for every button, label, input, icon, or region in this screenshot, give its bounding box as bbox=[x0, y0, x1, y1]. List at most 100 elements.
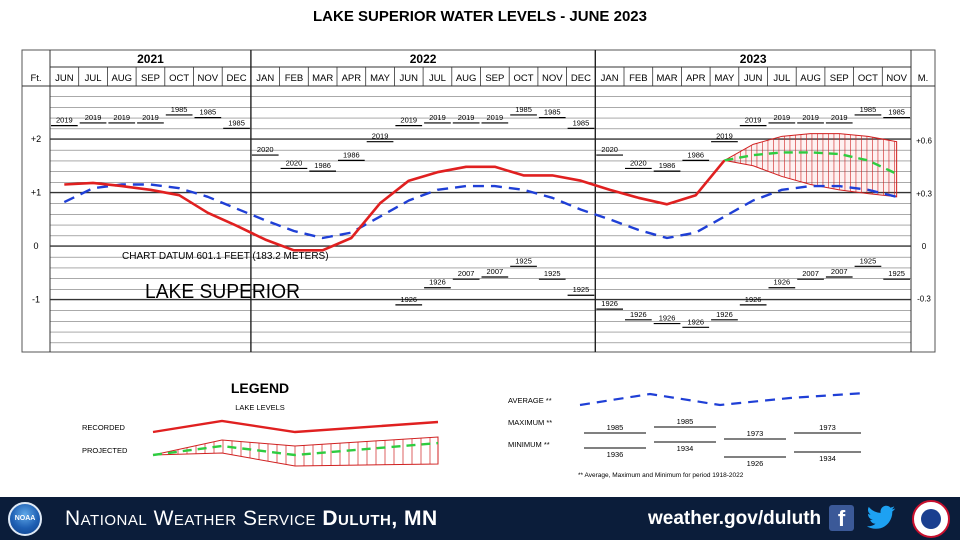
legend-recorded-label: RECORDED bbox=[82, 423, 126, 432]
month-label: JUL bbox=[429, 73, 446, 84]
series-recorded-line bbox=[64, 159, 726, 252]
left-axis-label: Ft. bbox=[30, 73, 41, 84]
month-label: MAR bbox=[312, 73, 333, 84]
month-label: OCT bbox=[514, 73, 534, 84]
maximum-year-label: 2019 bbox=[716, 132, 733, 141]
month-label: NOV bbox=[542, 73, 563, 84]
legend-projected-band bbox=[152, 436, 439, 467]
legend: LEGEND LAKE LEVELS RECORDED PROJECTED AVERAG… bbox=[82, 380, 866, 479]
maximum-year-label: 1986 bbox=[659, 161, 676, 170]
month-label: FEB bbox=[285, 73, 303, 84]
left-tick-label: +1 bbox=[31, 188, 41, 198]
legend-title: LEGEND bbox=[231, 380, 289, 396]
projection-band bbox=[722, 133, 898, 198]
month-label: APR bbox=[342, 73, 362, 84]
month-label: MAR bbox=[656, 73, 677, 84]
maximum-year-label: 2019 bbox=[458, 113, 475, 122]
series-lines bbox=[63, 151, 898, 252]
legend-maximum-label: MAXIMUM ** bbox=[508, 418, 552, 427]
year-label: 2023 bbox=[740, 52, 767, 66]
maximum-year-label: 2020 bbox=[257, 145, 274, 154]
minimum-year-label: 1926 bbox=[774, 278, 791, 287]
maximum-year-label: 2019 bbox=[831, 113, 848, 122]
chart-grid bbox=[21, 49, 936, 353]
legend-average-label: AVERAGE ** bbox=[508, 396, 552, 405]
right-axis-label: M. bbox=[918, 73, 929, 84]
year-label: 2022 bbox=[410, 52, 437, 66]
left-tick-label: +2 bbox=[31, 134, 41, 144]
month-label: AUG bbox=[111, 73, 132, 84]
month-label: SEP bbox=[830, 73, 849, 84]
minimum-year-label: 1926 bbox=[630, 310, 647, 319]
right-tick-label: +0.6 bbox=[916, 137, 932, 146]
maximum-year-label: 2020 bbox=[601, 145, 618, 154]
maximum-year-label: 1985 bbox=[860, 105, 877, 114]
maximum-year-label: 2019 bbox=[400, 116, 417, 125]
legend-maximum-year: 1985 bbox=[607, 423, 624, 432]
minimum-year-label: 1926 bbox=[716, 310, 733, 319]
twitter-icon[interactable] bbox=[866, 505, 896, 531]
maximum-year-label: 1986 bbox=[343, 150, 360, 159]
legend-recorded-line bbox=[152, 419, 439, 434]
maximum-year-label: 2019 bbox=[56, 116, 73, 125]
month-label: MAY bbox=[715, 73, 736, 84]
month-label: DEC bbox=[227, 73, 247, 84]
minimum-year-label: 1926 bbox=[601, 299, 618, 308]
website-link[interactable]: weather.gov/duluth bbox=[648, 508, 822, 529]
maximum-year-label: 1985 bbox=[888, 108, 905, 117]
month-label: FEB bbox=[629, 73, 647, 84]
legend-maximum-year: 1973 bbox=[819, 423, 836, 432]
noaa-logo-text: NOAA bbox=[14, 515, 36, 522]
month-label: JAN bbox=[601, 73, 619, 84]
projection-band-area bbox=[722, 133, 898, 198]
legend-minimum-year: 1936 bbox=[607, 450, 624, 459]
minimum-year-label: 1925 bbox=[860, 256, 877, 265]
maximum-year-label: 1986 bbox=[687, 150, 704, 159]
noaa-logo: NOAA bbox=[8, 502, 42, 536]
maximum-year-label: 2019 bbox=[802, 113, 819, 122]
maximum-year-label: 2019 bbox=[372, 132, 389, 141]
month-label: MAY bbox=[370, 73, 391, 84]
month-label: AUG bbox=[800, 73, 821, 84]
month-label: APR bbox=[686, 73, 706, 84]
minimum-year-label: 1926 bbox=[687, 317, 704, 326]
maximum-year-label: 1985 bbox=[200, 108, 217, 117]
maximum-year-label: 2019 bbox=[745, 116, 762, 125]
office-name: National Weather Service Duluth, MN bbox=[65, 507, 438, 531]
maximum-year-label: 2020 bbox=[630, 158, 647, 167]
maximum-year-label: 1985 bbox=[171, 105, 188, 114]
minimum-year-label: 1925 bbox=[515, 256, 532, 265]
minimum-year-label: 2007 bbox=[802, 269, 819, 278]
minimum-year-label: 1926 bbox=[429, 278, 446, 287]
month-label: NOV bbox=[886, 73, 907, 84]
month-label: JUL bbox=[85, 73, 102, 84]
minimum-year-label: 1925 bbox=[544, 269, 561, 278]
minimum-year-label: 1925 bbox=[573, 285, 590, 294]
month-label: AUG bbox=[456, 73, 477, 84]
minimum-year-label: 1926 bbox=[400, 295, 417, 304]
right-tick-label: 0 bbox=[922, 242, 927, 251]
year-label: 2021 bbox=[137, 52, 164, 66]
footer-bar: NOAA National Weather Service Duluth, MN… bbox=[0, 497, 960, 540]
legend-minimum-year: 1934 bbox=[819, 454, 836, 463]
minimum-year-label: 1925 bbox=[888, 269, 905, 278]
maximum-year-label: 2019 bbox=[113, 113, 130, 122]
month-label: JUN bbox=[55, 73, 74, 84]
legend-maximum-year: 1973 bbox=[747, 429, 764, 438]
month-label: JUN bbox=[400, 73, 419, 84]
left-tick-label: -1 bbox=[32, 295, 40, 305]
chart-datum-label: CHART DATUM 601.1 FEET (183.2 METERS) bbox=[122, 251, 329, 262]
month-label: SEP bbox=[141, 73, 160, 84]
legend-minimum-year: 1926 bbox=[747, 459, 764, 468]
water-level-chart: 2019 2019 2019 2019 1985 1985 1985 2020 2020 1986… bbox=[21, 49, 936, 353]
month-label: NOV bbox=[198, 73, 219, 84]
record-markers: 2019 2019 2019 2019 1985 1985 1985 2020 2020 1986… bbox=[51, 105, 910, 328]
month-label: DEC bbox=[571, 73, 591, 84]
legend-projected-line bbox=[152, 441, 439, 457]
month-label: JAN bbox=[256, 73, 274, 84]
month-label: JUL bbox=[773, 73, 790, 84]
right-tick-label: -0.3 bbox=[917, 295, 931, 304]
legend-minimum-label: MINIMUM ** bbox=[508, 440, 550, 449]
facebook-icon[interactable]: f bbox=[829, 505, 854, 531]
minimum-year-label: 2007 bbox=[458, 269, 475, 278]
